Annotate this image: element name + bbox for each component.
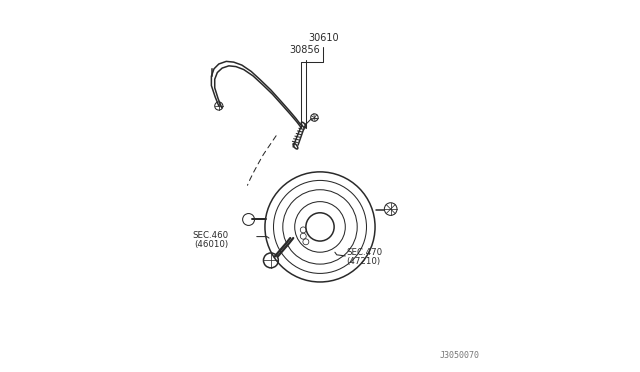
Text: 30610: 30610	[308, 33, 339, 43]
Text: SEC.460: SEC.460	[193, 231, 229, 240]
Text: SEC.470: SEC.470	[346, 248, 382, 257]
Text: J3050070: J3050070	[440, 351, 480, 360]
Text: (46010): (46010)	[195, 240, 229, 248]
Text: (47210): (47210)	[346, 257, 380, 266]
Text: 30856: 30856	[290, 45, 321, 55]
